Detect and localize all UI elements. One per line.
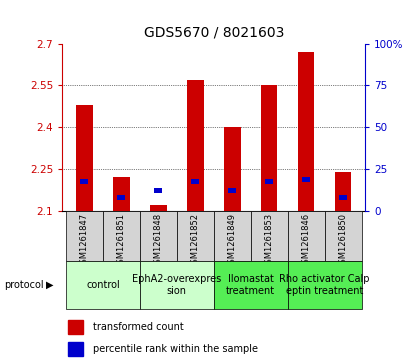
Bar [103,44,140,211]
Bar [113,177,129,211]
Text: GSM1261846: GSM1261846 [302,213,310,269]
Bar [68,320,83,334]
Text: GSM1261852: GSM1261852 [191,213,200,269]
Text: Rho activator Calp
eptin treatment: Rho activator Calp eptin treatment [279,274,370,296]
Bar [302,177,310,182]
Text: GSM1261847: GSM1261847 [80,213,89,269]
Bar [325,44,361,211]
Bar [214,261,288,309]
Bar [117,195,125,200]
Text: GSM1261853: GSM1261853 [265,213,273,269]
Bar [325,211,361,261]
Bar [288,211,325,261]
Title: GDS5670 / 8021603: GDS5670 / 8021603 [144,26,284,40]
Bar [191,179,199,184]
Bar [298,52,315,211]
Bar [66,211,103,261]
Bar [288,44,325,211]
Text: GSM1261848: GSM1261848 [154,213,163,269]
Text: EphA2-overexpres
sion: EphA2-overexpres sion [132,274,222,296]
Bar [140,261,214,309]
Bar [177,44,214,211]
Text: transformed count: transformed count [93,322,183,332]
Bar [103,211,140,261]
Bar [81,179,88,184]
Bar [76,105,93,211]
Bar [251,211,288,261]
Bar [339,195,347,200]
Text: protocol: protocol [4,280,44,290]
Bar [140,44,177,211]
Text: percentile rank within the sample: percentile rank within the sample [93,344,258,354]
Bar [261,85,278,211]
Bar [150,205,166,211]
Bar [288,261,361,309]
Bar [335,172,352,211]
Text: GSM1261849: GSM1261849 [228,213,237,269]
Text: control: control [86,280,120,290]
Bar [251,44,288,211]
Bar [224,127,241,211]
Text: Ilomastat
treatment: Ilomastat treatment [226,274,275,296]
Bar [177,211,214,261]
Bar [140,211,177,261]
Bar [187,80,204,211]
Bar [68,342,83,356]
Bar [66,261,140,309]
Text: ▶: ▶ [46,280,53,290]
Bar [265,179,273,184]
Bar [228,188,236,193]
Bar [66,44,103,211]
Bar [214,211,251,261]
Text: GSM1261850: GSM1261850 [339,213,347,269]
Bar [154,188,162,193]
Bar [214,44,251,211]
Text: GSM1261851: GSM1261851 [117,213,126,269]
